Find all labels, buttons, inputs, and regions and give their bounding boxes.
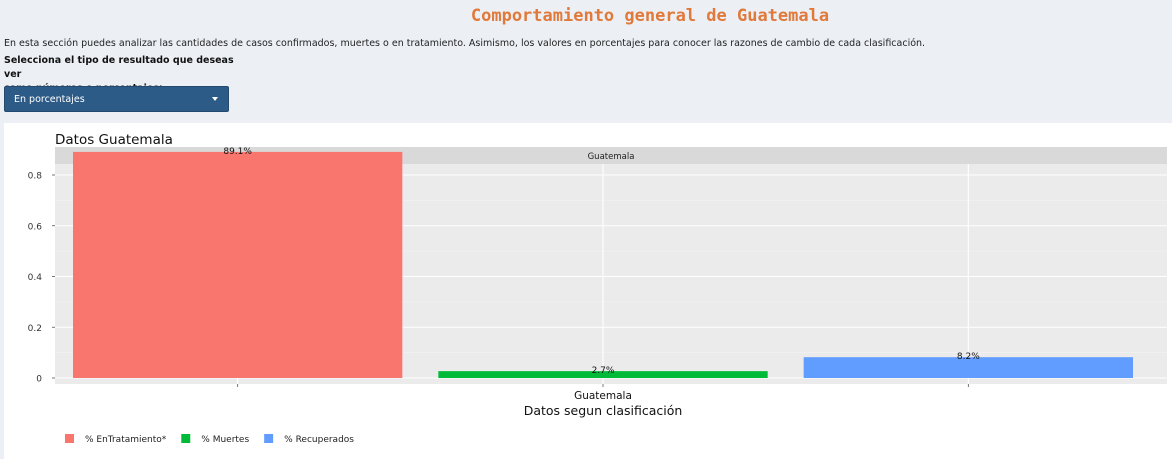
chevron-down-icon bbox=[212, 97, 218, 101]
bar-data-label: 89.1% bbox=[223, 147, 252, 157]
bar-data-label: 2.7% bbox=[592, 366, 615, 376]
legend-label-0: % EnTratamiento* bbox=[85, 435, 167, 445]
legend-label-2: % Recuperados bbox=[284, 435, 354, 445]
page-title: Comportamiento general de Guatemala bbox=[470, 6, 830, 26]
bar-chart: Datos Guatemala Guatemala 0 0.2 0.4 0.6 0.8 89.… bbox=[28, 132, 1167, 445]
facet-label: Guatemala bbox=[588, 152, 635, 162]
select-label-line1: Selecciona el tipo de resultado que dese… bbox=[4, 55, 234, 80]
y-tick-label: 0.4 bbox=[28, 273, 43, 283]
bar-0 bbox=[73, 151, 403, 378]
intro-text: En esta sección puedes analizar las cant… bbox=[4, 38, 926, 49]
y-tick-label: 0.8 bbox=[28, 172, 43, 182]
y-tick-label: 0.6 bbox=[28, 222, 43, 232]
legend-swatch-0 bbox=[65, 434, 74, 443]
bar-2 bbox=[803, 357, 1133, 378]
y-tick-label: 0 bbox=[36, 375, 42, 385]
x-axis-title: Datos segun clasificación bbox=[524, 403, 683, 418]
legend-swatch-1 bbox=[181, 434, 191, 443]
chart-title: Datos Guatemala bbox=[55, 132, 173, 148]
chart-panel: Datos Guatemala Guatemala 0 0.2 0.4 0.6 0.8 89.… bbox=[4, 123, 1172, 459]
legend-label-1: % Muertes bbox=[201, 435, 249, 445]
bar-data-label: 8.2% bbox=[957, 352, 980, 362]
y-tick-label: 0.2 bbox=[28, 324, 42, 334]
legend-swatch-2 bbox=[264, 434, 274, 443]
result-type-dropdown[interactable]: En porcentajes bbox=[4, 86, 229, 112]
dropdown-selected-value: En porcentajes bbox=[14, 93, 85, 105]
bar-1 bbox=[438, 371, 768, 378]
x-tick-label: Guatemala bbox=[574, 390, 632, 402]
